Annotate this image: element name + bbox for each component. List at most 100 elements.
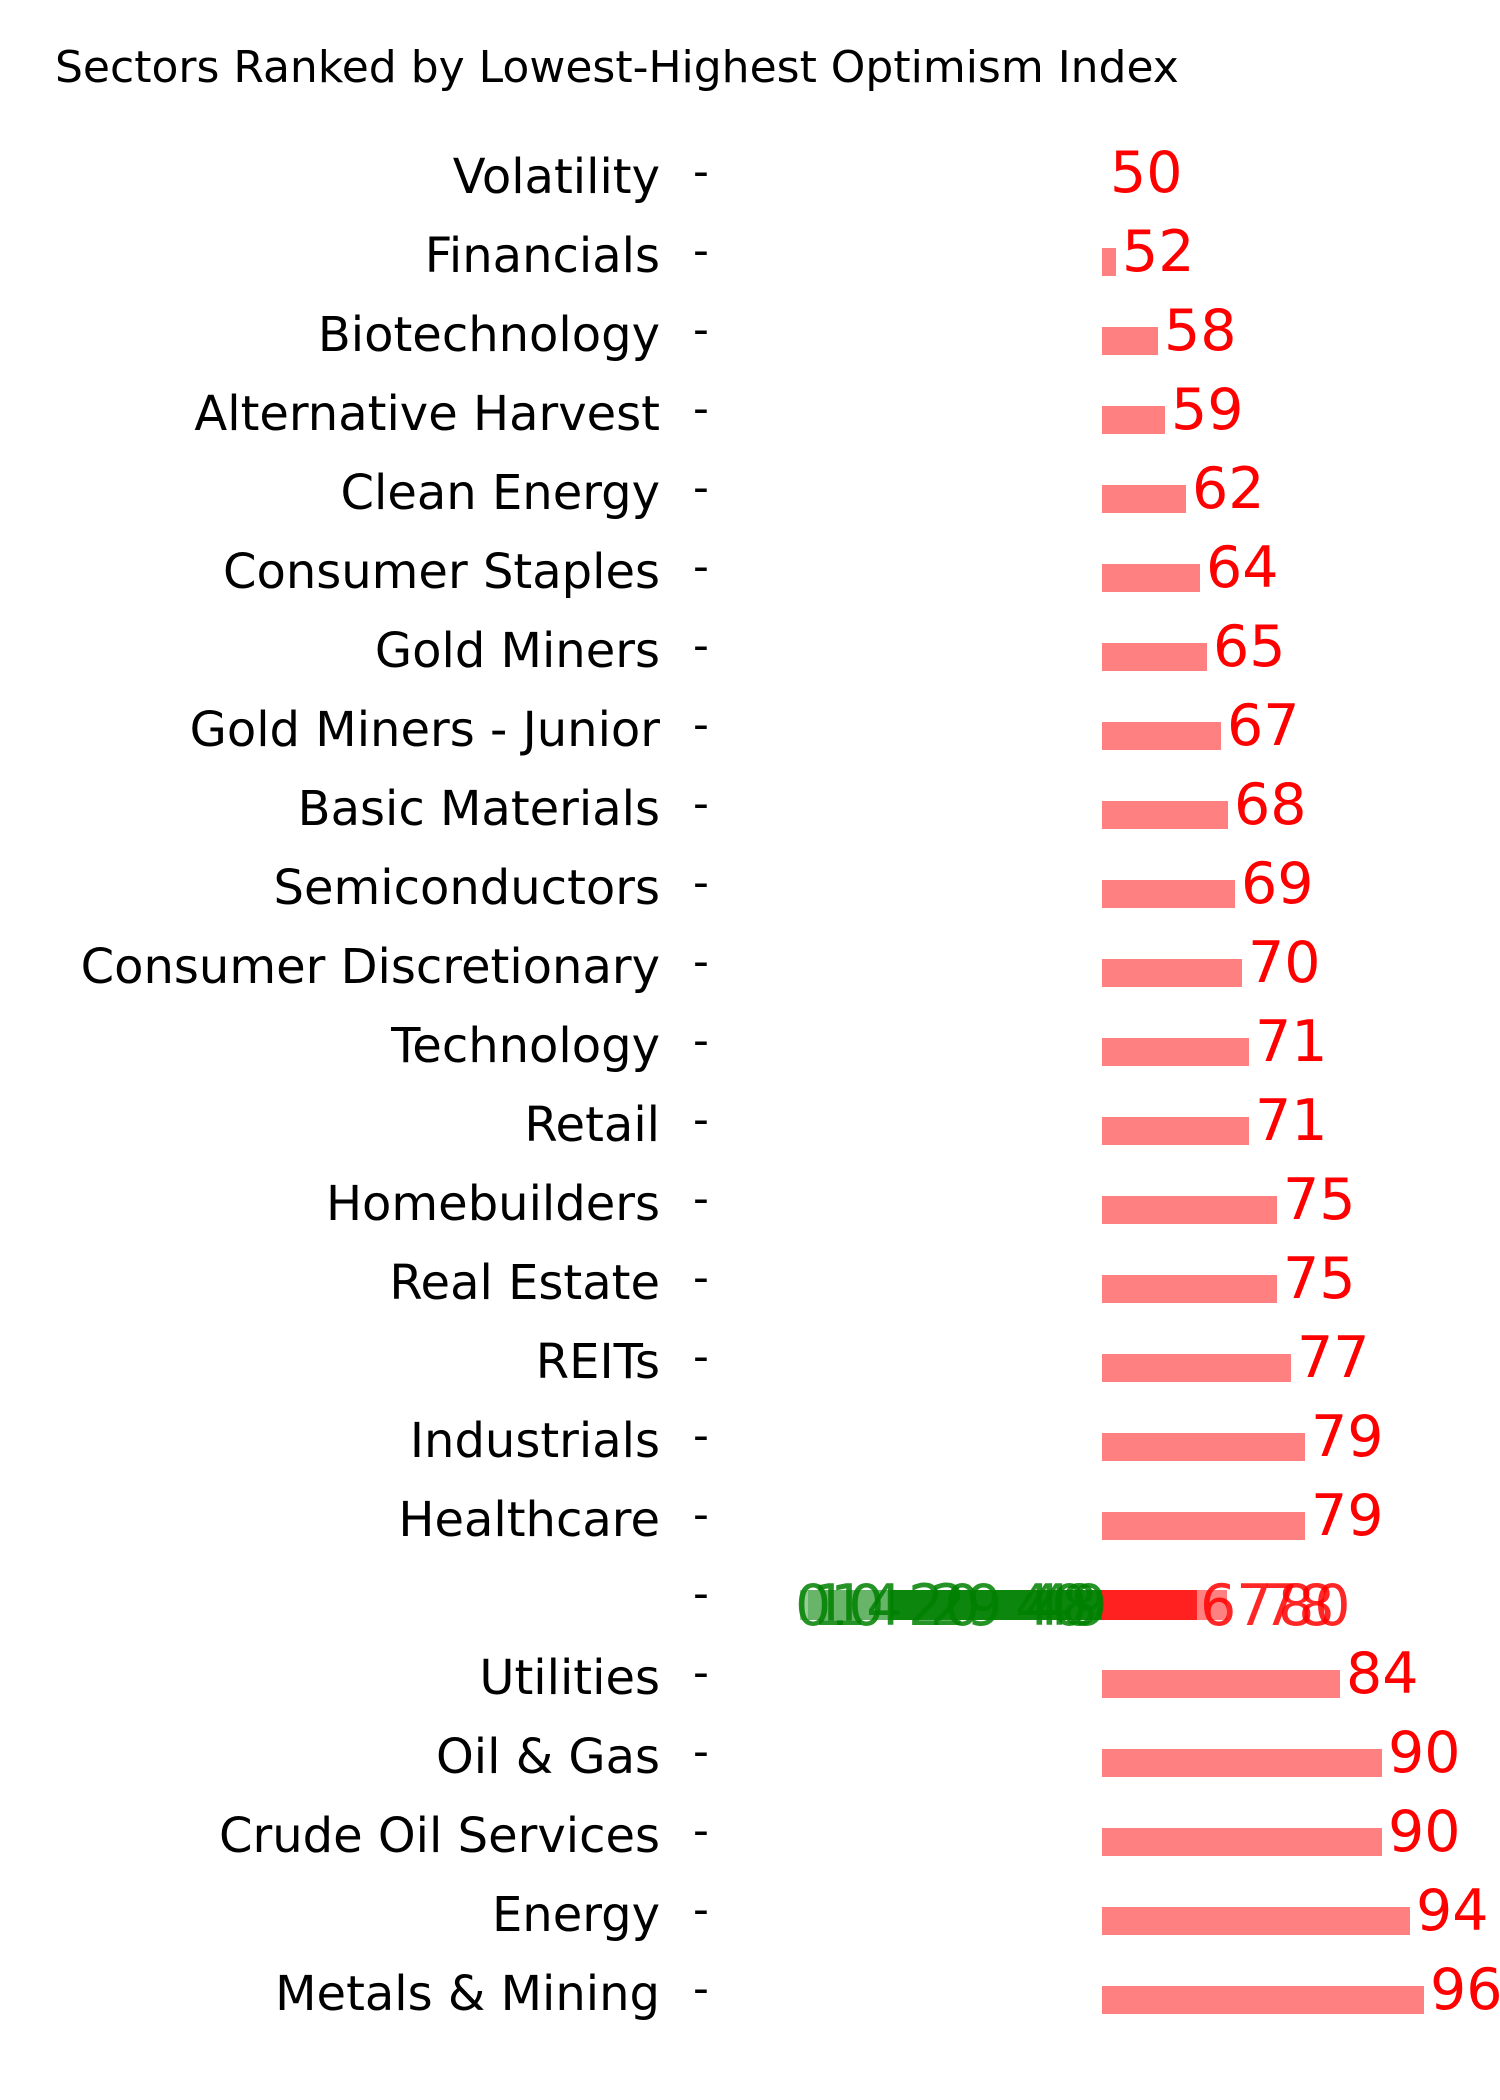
- y-tick-mark: -: [693, 1173, 709, 1224]
- value-label-consumer-staples: 64: [1206, 535, 1279, 601]
- category-label-volatility: Volatility: [453, 149, 660, 205]
- value-label-basic-materials: 68: [1234, 772, 1307, 838]
- category-label-alternative-harvest: Alternative Harvest: [194, 386, 660, 442]
- category-label-financials: Financials: [425, 228, 660, 284]
- y-tick-mark: -: [693, 1963, 709, 2014]
- value-label-gold-miners-junior: 67: [1227, 693, 1300, 759]
- bar-clean-energy: [1102, 485, 1186, 513]
- category-label-metals-mining: Metals & Mining: [275, 1966, 660, 2022]
- category-label-energy: Energy: [492, 1887, 660, 1943]
- category-label-biotechnology: Biotechnology: [318, 307, 660, 363]
- overlap-green-label: 29: [930, 1573, 1003, 1639]
- y-tick-mark: -: [693, 304, 709, 355]
- bar-utilities: [1102, 1670, 1340, 1698]
- y-tick-mark: -: [693, 146, 709, 197]
- category-label-real-estate: Real Estate: [389, 1255, 660, 1311]
- value-label-technology: 71: [1255, 1009, 1328, 1075]
- overlap-green-label: 10: [812, 1573, 885, 1639]
- y-tick-mark: -: [693, 1805, 709, 1856]
- category-label-semiconductors: Semiconductors: [274, 860, 660, 916]
- value-label-crude-oil-services: 90: [1388, 1799, 1461, 1865]
- bar-industrials: [1102, 1433, 1305, 1461]
- y-tick-mark: -: [693, 699, 709, 750]
- category-label-retail: Retail: [524, 1097, 660, 1153]
- overlap-green-label: 48: [1025, 1573, 1098, 1639]
- bar-gold-miners: [1102, 643, 1207, 671]
- category-label-technology: Technology: [390, 1018, 660, 1074]
- overlap-red-label: 78: [1262, 1573, 1335, 1639]
- bar-gold-miners-junior: [1102, 722, 1221, 750]
- bar-homebuilders: [1102, 1196, 1277, 1224]
- value-label-real-estate: 75: [1283, 1246, 1356, 1312]
- bar-semiconductors: [1102, 880, 1235, 908]
- category-label-clean-energy: Clean Energy: [340, 465, 660, 521]
- category-label-oil-gas: Oil & Gas: [436, 1729, 660, 1785]
- bar-financials: [1102, 248, 1116, 276]
- bar-real-estate: [1102, 1275, 1277, 1303]
- bar-crude-oil-services: [1102, 1828, 1382, 1856]
- bar-healthcare: [1102, 1512, 1305, 1540]
- category-label-healthcare: Healthcare: [398, 1492, 660, 1548]
- value-label-gold-miners: 65: [1213, 614, 1286, 680]
- y-tick-mark: -: [693, 1489, 709, 1540]
- bar-retail: [1102, 1117, 1249, 1145]
- overlap-green-label: 20: [908, 1573, 981, 1639]
- value-label-alternative-harvest: 59: [1171, 377, 1244, 443]
- y-tick-mark: -: [693, 620, 709, 671]
- value-label-healthcare: 79: [1311, 1483, 1384, 1549]
- y-tick-mark: -: [693, 1331, 709, 1382]
- y-tick-mark: -: [693, 1015, 709, 1066]
- bar-metals-mining: [1102, 1986, 1424, 2014]
- y-tick-mark: -: [693, 1568, 709, 1619]
- overlap-red-bar: [1102, 1590, 1197, 1620]
- bar-technology: [1102, 1038, 1249, 1066]
- chart-title: Sectors Ranked by Lowest-Highest Optimis…: [55, 42, 1179, 93]
- value-label-semiconductors: 69: [1241, 851, 1314, 917]
- y-tick-mark: -: [693, 383, 709, 434]
- category-label-consumer-discretionary: Consumer Discretionary: [81, 939, 660, 995]
- category-label-basic-materials: Basic Materials: [298, 781, 660, 837]
- value-label-biotechnology: 58: [1164, 298, 1237, 364]
- y-tick-mark: -: [693, 857, 709, 908]
- bar-reits: [1102, 1354, 1291, 1382]
- category-label-gold-miners-junior: Gold Miners - Junior: [190, 702, 661, 758]
- value-label-oil-gas: 90: [1388, 1720, 1461, 1786]
- value-label-consumer-discretionary: 70: [1248, 930, 1321, 996]
- y-tick-mark: -: [693, 1252, 709, 1303]
- y-tick-mark: -: [693, 1410, 709, 1461]
- y-tick-mark: -: [693, 541, 709, 592]
- bar-alternative-harvest: [1102, 406, 1165, 434]
- value-label-homebuilders: 75: [1283, 1167, 1356, 1233]
- value-label-utilities: 84: [1346, 1641, 1419, 1707]
- category-label-gold-miners: Gold Miners: [375, 623, 660, 679]
- y-tick-mark: -: [693, 936, 709, 987]
- y-tick-mark: -: [693, 1094, 709, 1145]
- category-label-reits: REITs: [536, 1334, 660, 1390]
- overlap-green-bar-faded: [800, 1590, 890, 1620]
- value-label-clean-energy: 62: [1192, 456, 1265, 522]
- value-label-retail: 71: [1255, 1088, 1328, 1154]
- category-label-crude-oil-services: Crude Oil Services: [219, 1808, 660, 1864]
- bar-consumer-staples: [1102, 564, 1200, 592]
- overlap-green-label: 0: [795, 1573, 831, 1639]
- bar-oil-gas: [1102, 1749, 1382, 1777]
- y-tick-mark: -: [693, 1726, 709, 1777]
- value-label-energy: 94: [1416, 1878, 1489, 1944]
- category-label-consumer-staples: Consumer Staples: [223, 544, 660, 600]
- overlap-red-label: 80: [1278, 1573, 1351, 1639]
- category-label-industrials: Industrials: [410, 1413, 660, 1469]
- overlap-green-label: 14: [830, 1573, 903, 1639]
- category-label-homebuilders: Homebuilders: [326, 1176, 660, 1232]
- category-label-utilities: Utilities: [479, 1650, 660, 1706]
- value-label-financials: 52: [1122, 219, 1195, 285]
- overlap-red-bar-light: [1197, 1590, 1227, 1620]
- y-tick-mark: -: [693, 1647, 709, 1698]
- overlap-red-label: 67: [1200, 1573, 1273, 1639]
- y-tick-mark: -: [693, 1884, 709, 1935]
- bar-energy: [1102, 1907, 1410, 1935]
- overlap-green-label: 49: [1035, 1573, 1108, 1639]
- bar-biotechnology: [1102, 327, 1158, 355]
